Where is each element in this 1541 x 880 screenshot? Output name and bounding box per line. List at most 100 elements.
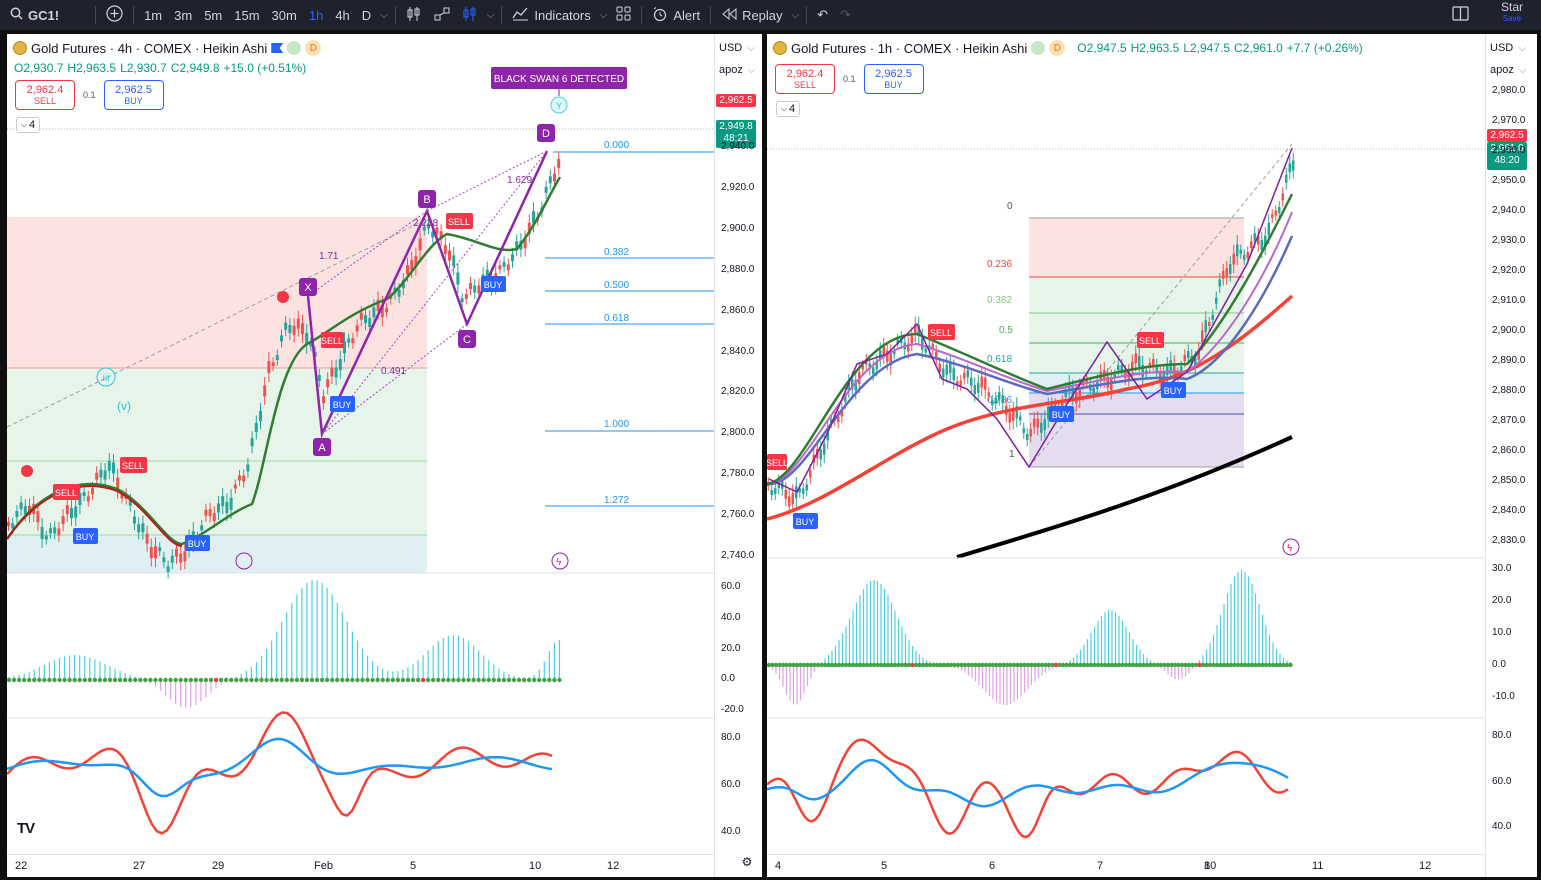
candle-body — [994, 397, 997, 404]
heikin-ashi-button[interactable] — [456, 0, 484, 30]
lightning-glyph: ϟ — [1287, 543, 1293, 554]
price-tick: -10.0 — [1492, 691, 1515, 702]
left-chart-pane[interactable]: 0.000 0.382 0.500 0.618 1.000 1.272 1.71… — [7, 34, 762, 877]
scale-selector[interactable]: apoz ⌵ — [1490, 64, 1527, 76]
histogram-dot — [948, 662, 954, 668]
indicators-button[interactable]: Indicators — [506, 0, 596, 30]
pattern-point-b[interactable]: B — [418, 190, 436, 208]
stop-zone — [1029, 393, 1244, 467]
left-chart-canvas[interactable]: 0.000 0.382 0.500 0.618 1.000 1.272 1.71… — [7, 34, 762, 877]
buy-signal[interactable]: BUY — [330, 396, 355, 412]
currency-selector[interactable]: USD ⌵ — [1490, 42, 1526, 54]
tradingview-logo[interactable]: TV — [17, 820, 35, 837]
left-legend[interactable]: Gold Futures · 4h · COMEX · Heikin Ashi … — [13, 40, 322, 56]
buy-signal[interactable]: BUY — [481, 276, 506, 292]
compare-button[interactable] — [428, 0, 456, 30]
timeframe-4h[interactable]: 4h — [335, 7, 350, 23]
candle-body — [1124, 371, 1127, 379]
candle-body — [823, 443, 826, 455]
histogram-dot — [532, 677, 537, 683]
candle-body — [557, 158, 561, 168]
right-legend[interactable]: Gold Futures · 1h · COMEX · Heikin Ashi … — [773, 40, 1367, 56]
sell-button[interactable]: 2,962.4 SELL — [15, 80, 75, 110]
candle-body — [128, 499, 132, 506]
right-chart-canvas[interactable]: 0 0.236 0.382 0.5 0.618 0.786 1 SELL SEL… — [767, 34, 1537, 877]
left-price-axis[interactable]: USD ⌵ apoz ⌵ 2,962.5 2,949.8 48:21 2,940.0 2… — [714, 34, 762, 877]
candle-body — [397, 289, 401, 297]
candle-body — [385, 308, 388, 313]
chevron-down-icon[interactable]: ⌵ — [380, 9, 388, 21]
histogram-dot — [1228, 662, 1234, 668]
layout-toggle-button[interactable] — [1446, 0, 1475, 30]
price-tick: 2,860.0 — [1492, 445, 1526, 456]
candle-type-button[interactable] — [400, 0, 428, 30]
star-save-button[interactable]: Star Save — [1494, 1, 1530, 24]
sell-signal[interactable]: SELL — [928, 324, 955, 340]
sell-signal[interactable]: SELL — [321, 332, 344, 348]
add-symbol-button[interactable] — [100, 0, 129, 30]
sell-signal[interactable]: SELL — [446, 213, 473, 229]
settings-gear-icon[interactable]: ⚙ — [741, 855, 753, 869]
sell-signal[interactable]: SELL — [53, 484, 80, 500]
candle-body — [1141, 364, 1144, 377]
histogram-dot — [794, 662, 800, 668]
timeframe-5m[interactable]: 5m — [204, 7, 223, 23]
layouts-button[interactable] — [610, 0, 637, 30]
histogram-dot — [163, 677, 168, 683]
sell-signal[interactable]: SELL — [120, 457, 147, 473]
right-price-axis[interactable]: USD ⌵ apoz ⌵ 2,962.5 2,961.0 48:20 2,980.0 2… — [1485, 34, 1537, 877]
undo-button[interactable]: ↶ — [811, 0, 834, 30]
redo-button[interactable]: ↷ — [834, 0, 857, 30]
histogram-dot — [1039, 662, 1045, 668]
histogram-dot — [913, 662, 919, 668]
pattern-point-a[interactable]: A — [313, 438, 331, 456]
histogram-dot — [1225, 662, 1230, 668]
candle-body — [840, 409, 843, 417]
sell-signal[interactable]: SELL — [767, 454, 788, 470]
symbol-search[interactable]: GC1! — [0, 0, 65, 30]
timeframe-1m[interactable]: 1m — [144, 7, 163, 23]
buy-signal[interactable]: BUY — [1049, 406, 1074, 422]
currency-selector[interactable]: USD ⌵ — [719, 42, 755, 54]
candle-body — [175, 548, 178, 557]
timeframe-3m[interactable]: 3m — [174, 7, 193, 23]
lot-size-selector[interactable]: ⌵ 4 — [776, 101, 800, 117]
buy-signal[interactable]: BUY — [1161, 382, 1186, 398]
buy-signal[interactable]: BUY — [185, 535, 210, 551]
lightning-icon[interactable] — [1282, 538, 1300, 556]
candle-body — [1211, 314, 1214, 320]
scale-selector[interactable]: apoz ⌵ — [719, 64, 756, 76]
buy-button[interactable]: 2,962.5 BUY — [863, 64, 924, 94]
buy-signal[interactable]: BUY — [793, 513, 818, 529]
candle-body — [515, 241, 519, 250]
lot-size-selector[interactable]: ⌵ 4 — [16, 117, 40, 133]
alert-button[interactable]: Alert — [646, 0, 706, 30]
replay-button[interactable]: Replay — [715, 0, 788, 30]
buy-signal[interactable]: BUY — [73, 528, 98, 544]
timeframe-d[interactable]: D — [361, 7, 372, 23]
chevron-down-icon[interactable]: ⌵ — [599, 9, 608, 21]
timeframe-15m[interactable]: 15m — [234, 7, 260, 23]
pattern-point-d[interactable]: D — [537, 124, 555, 142]
buy-button[interactable]: 2,962.5 BUY — [103, 80, 164, 110]
right-chart-pane[interactable]: 0 0.236 0.382 0.5 0.618 0.786 1 SELL SEL… — [767, 34, 1537, 877]
timeframe-1h[interactable]: 1h — [308, 7, 324, 23]
sell-signal[interactable]: SELL — [1137, 332, 1164, 348]
chevron-down-icon[interactable]: ⌵ — [791, 9, 800, 21]
left-time-axis[interactable]: 22 27 29 Feb 5 10 12 — [7, 854, 714, 876]
lightning-icon[interactable] — [551, 552, 569, 570]
price-tick: 2,900.0 — [721, 222, 755, 234]
histogram-dot — [1144, 662, 1150, 668]
right-time-axis[interactable]: 4 5 6 7 8 10 11 12 — [767, 854, 1485, 876]
sell-button[interactable]: 2,962.4 SELL — [775, 64, 835, 94]
chevron-down-icon[interactable]: ⌵ — [486, 9, 495, 21]
pattern-point-c[interactable]: C — [458, 330, 476, 348]
candle-body — [343, 341, 346, 354]
histogram-dot — [153, 677, 158, 683]
fast-forward-icon[interactable] — [235, 552, 253, 570]
histogram-dot — [1232, 662, 1237, 668]
timeframe-30m[interactable]: 30m — [271, 7, 297, 23]
pattern-point-x[interactable]: X — [299, 278, 317, 296]
black-swan-alert[interactable]: BLACK SWAN 6 DETECTED Y — [491, 67, 627, 114]
flag-icon — [271, 43, 284, 53]
